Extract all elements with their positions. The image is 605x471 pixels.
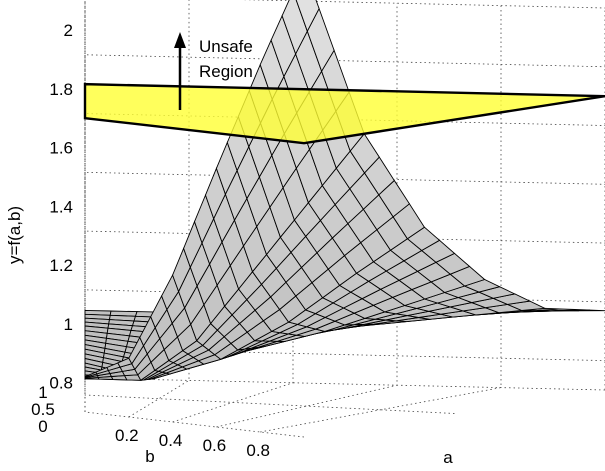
grid-line-z-6 <box>84 0 605 30</box>
grid-line-b-0 <box>84 30 305 438</box>
z-axis-ticks: 0.8 1 1.2 1.4 1.6 1.8 2 <box>49 21 73 393</box>
unsafe-label-line1: Unsafe <box>199 37 253 56</box>
surface-cell-0-19 <box>295 0 320 33</box>
unsafe-label-line2: Region <box>199 62 253 81</box>
z-axis-label: y=f(a,b) <box>5 206 24 264</box>
y-tick-label-1: 0.5 <box>31 400 55 419</box>
x-tick-label-0: 0.2 <box>115 426 139 445</box>
x-tick-label-2: 0.6 <box>203 436 227 455</box>
x-tick-label-3: 0.8 <box>246 441 270 460</box>
z-tick-label-1: 1 <box>64 315 73 334</box>
x-axis-label: a <box>443 448 453 467</box>
x-axis-ticks: 0.2 0.4 0.6 0.8 <box>115 426 270 460</box>
z-tick-label-3: 1.4 <box>49 197 73 216</box>
x-tick-label-1: 0.4 <box>159 431 183 450</box>
z-tick-label-6: 2 <box>64 21 73 40</box>
surface-mesh <box>84 0 605 381</box>
threshold-plane-polygon <box>83 82 605 145</box>
z-tick-label-4: 1.6 <box>49 139 73 158</box>
y-axis-label: b <box>145 447 154 466</box>
z-tick-label-5: 1.8 <box>49 80 73 99</box>
unsafe-arrow-head <box>174 32 186 48</box>
grid-line-b-1 <box>84 13 455 414</box>
grid-line-a-1 <box>172 0 294 423</box>
z-tick-label-2: 1.2 <box>49 256 73 275</box>
y-axis-ticks: 00.51 <box>31 383 55 436</box>
y-tick-label-0: 0 <box>38 417 47 436</box>
unsafe-threshold-plane <box>83 82 605 145</box>
y-tick-label-2: 1 <box>38 383 47 402</box>
grid-line-a-3 <box>260 5 502 433</box>
z-tick-label-0: 0.8 <box>49 374 73 393</box>
unsafe-region-annotation: Unsafe Region <box>174 32 253 110</box>
